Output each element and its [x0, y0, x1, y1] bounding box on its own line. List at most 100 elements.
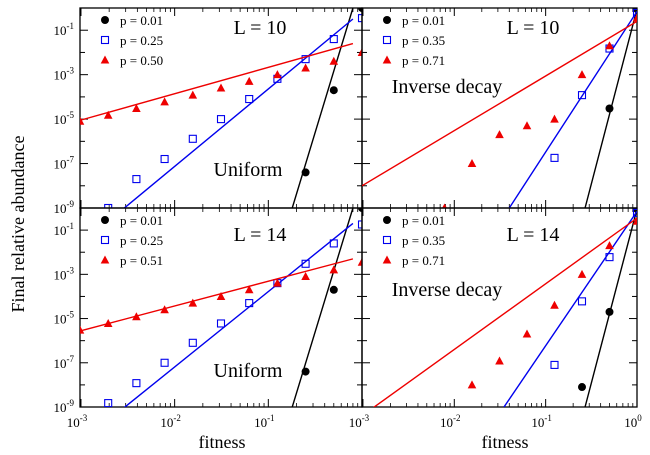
- data-point-blue: [216, 319, 226, 328]
- legend-marker-black: [101, 16, 109, 24]
- data-point-blue: [329, 239, 338, 248]
- data-point-blue: [577, 91, 587, 100]
- data-point-blue: [104, 399, 113, 407]
- data-point-blue: [132, 175, 141, 184]
- plot-area: [80, 208, 362, 407]
- data-point-blue: [329, 35, 338, 44]
- legend-label-red: p = 0.71: [402, 253, 445, 268]
- data-point-red: [357, 47, 362, 56]
- data-point-red: [188, 90, 198, 99]
- y-tick-label: 10-3: [54, 66, 75, 83]
- data-point-blue: [577, 297, 587, 306]
- data-point-blue: [132, 379, 141, 388]
- panel-title: L = 14: [234, 224, 287, 246]
- panel-annotation: Inverse decay: [392, 76, 503, 98]
- legend: p = 0.01 p = 0.25 p = 0.51: [100, 213, 163, 268]
- fit-line-black: [291, 208, 354, 407]
- data-point-black: [301, 367, 310, 376]
- data-point-black: [605, 104, 614, 113]
- data-point-red: [273, 70, 282, 79]
- data-point-black: [605, 307, 614, 316]
- fit-line-black: [291, 8, 354, 208]
- fit-line-blue: [123, 18, 354, 208]
- x-tick-label: 100: [624, 413, 642, 430]
- panel-1: 10-9 10-7 10-5 10-3 10-1 L = 10 Uniform p = 0.0…: [54, 7, 363, 216]
- legend-marker-red: [100, 255, 110, 264]
- data-point-black: [301, 168, 310, 177]
- data-point-red: [467, 380, 477, 389]
- data-point-red: [577, 269, 587, 278]
- data-point-red: [80, 116, 85, 125]
- legend-marker-red: [100, 55, 110, 64]
- data-point-red: [550, 114, 559, 123]
- data-point-red: [80, 325, 85, 334]
- y-axis-label: Final relative abundance: [8, 136, 28, 313]
- x-tick-label: 10-3: [67, 413, 88, 430]
- x-axis-label-right: fitness: [482, 432, 529, 452]
- data-point-black: [329, 86, 338, 95]
- x-tick-label: 10-1: [531, 413, 552, 430]
- data-point-red: [550, 300, 559, 309]
- panel-title: L = 10: [234, 17, 287, 39]
- panel-title: L = 10: [507, 17, 560, 39]
- y-tick-label: 10-3: [54, 265, 75, 282]
- x-axis-label-left: fitness: [199, 432, 246, 452]
- fit-line-blue: [508, 11, 637, 208]
- data-point-red: [632, 216, 637, 225]
- data-point-blue: [605, 253, 614, 262]
- data-point-red: [216, 291, 226, 300]
- y-tick-label: 10-5: [54, 110, 75, 127]
- legend-label-red: p = 0.51: [120, 253, 163, 268]
- data-point-red: [132, 104, 141, 113]
- data-point-red: [103, 110, 113, 119]
- data-point-red: [605, 41, 614, 50]
- data-point-blue: [160, 154, 169, 164]
- y-tick-label: 10-9: [54, 199, 75, 216]
- legend-marker-blue: [382, 35, 392, 45]
- data-point-red: [244, 285, 254, 294]
- data-point-black: [358, 208, 362, 212]
- legend-label-blue: p = 0.25: [120, 33, 163, 48]
- y-tick-label: 10-1: [54, 221, 75, 238]
- legend-label-blue: p = 0.25: [120, 233, 163, 248]
- legend-marker-black: [383, 216, 391, 224]
- fit-line-red: [80, 258, 354, 332]
- x-tick-label: 10-3: [349, 413, 370, 430]
- panel-title: L = 14: [507, 224, 560, 246]
- legend-marker-black: [101, 216, 109, 224]
- data-point-blue: [216, 115, 226, 124]
- plot-frame: [361, 207, 638, 408]
- data-point-red: [495, 130, 504, 139]
- data-point-red: [273, 278, 282, 287]
- panel-annotation: Uniform: [214, 159, 283, 181]
- fit-line-red: [362, 20, 637, 187]
- data-point-blue: [188, 338, 197, 347]
- data-point-red: [301, 271, 310, 280]
- data-point-red: [467, 159, 477, 168]
- plot-area: [80, 8, 362, 208]
- data-point-blue: [104, 203, 113, 208]
- legend-marker-red: [382, 255, 392, 264]
- legend-label-black: p = 0.01: [120, 13, 163, 28]
- legend-marker-blue: [382, 235, 392, 245]
- fit-line-blue: [503, 211, 637, 407]
- legend-label-red: p = 0.71: [402, 53, 445, 68]
- data-point-blue: [301, 259, 310, 268]
- fit-line-black: [584, 208, 637, 407]
- data-point-red: [160, 305, 169, 314]
- data-point-red: [329, 56, 339, 65]
- legend-label-blue: p = 0.35: [402, 33, 445, 48]
- data-point-red: [442, 203, 447, 208]
- data-point-black: [578, 383, 586, 392]
- data-point-blue: [550, 153, 559, 162]
- plot-area: [373, 208, 637, 407]
- data-point-red: [244, 76, 254, 85]
- data-point-red: [160, 97, 169, 106]
- legend: p = 0.01 p = 0.25 p = 0.50: [100, 13, 163, 68]
- data-point-blue: [632, 208, 637, 217]
- data-point-black: [329, 285, 338, 294]
- data-point-red: [632, 13, 637, 22]
- legend-label-black: p = 0.01: [120, 213, 163, 228]
